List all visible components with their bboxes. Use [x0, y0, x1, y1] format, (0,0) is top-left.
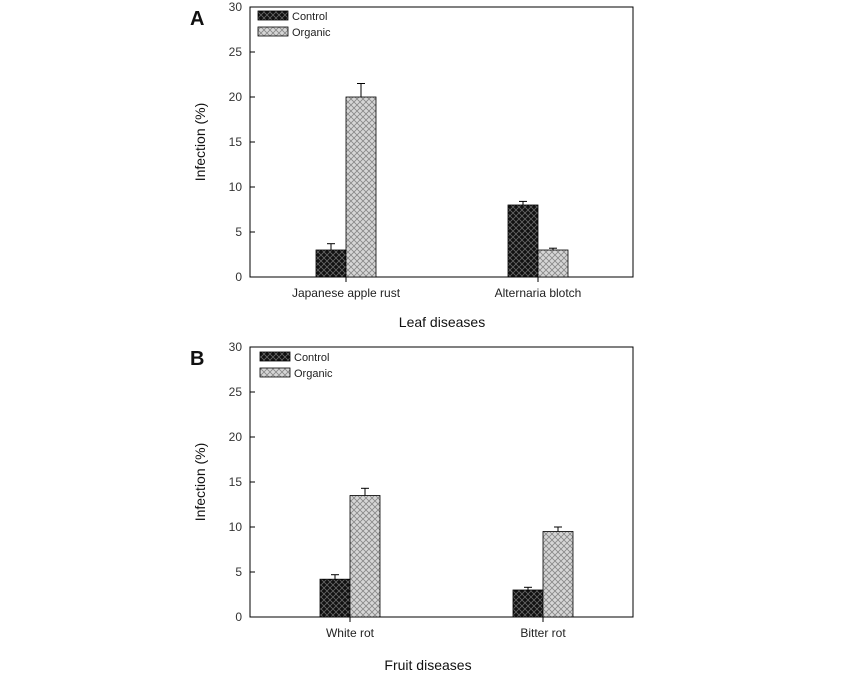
panel-label: B [190, 348, 204, 370]
y-tick-label: 0 [235, 610, 242, 624]
x-tick-label: White rot [326, 626, 375, 640]
legend-label-organic: Organic [294, 368, 333, 380]
x-tick-label: Alternaria blotch [495, 286, 582, 300]
y-tick-label: 10 [229, 180, 243, 194]
bar-organic [349, 495, 381, 618]
panel-a: A 0 5 10 15 20 25 30 Japanese apple rust Altern… [190, 0, 634, 330]
legend-label-control: Control [292, 11, 327, 23]
bar-organic [345, 96, 377, 278]
bar-control [315, 249, 347, 278]
y-tick-label: 15 [229, 475, 243, 489]
y-tick-label: 5 [235, 565, 242, 579]
x-tick-label: Bitter rot [520, 626, 566, 640]
plot-frame [249, 6, 634, 278]
y-tick-label: 25 [229, 45, 243, 59]
x-axis-title: Leaf diseases [399, 314, 485, 330]
panel-label: A [190, 8, 204, 30]
y-tick-label: 20 [229, 430, 243, 444]
x-axis: Japanese apple rust Alternaria blotch [292, 277, 581, 300]
y-tick-label: 30 [229, 340, 243, 354]
bar-group [319, 487, 574, 618]
y-tick-label: 5 [235, 225, 242, 239]
y-tick-label: 0 [235, 270, 242, 284]
y-axis-title: Infection (%) [192, 103, 208, 182]
y-tick-label: 20 [229, 90, 243, 104]
bar-control [507, 204, 539, 278]
y-tick-label: 30 [229, 0, 243, 14]
x-axis: White rot Bitter rot [326, 617, 566, 640]
legend-swatch-organic [259, 367, 291, 378]
bar-group [315, 83, 569, 278]
panel-b: B 0 5 10 15 20 25 30 White rot Bitter rot Contr… [190, 340, 634, 673]
y-tick-label: 10 [229, 520, 243, 534]
y-axis: 0 5 10 15 20 25 30 [229, 0, 255, 284]
y-tick-label: 25 [229, 385, 243, 399]
legend-swatch-organic [257, 26, 289, 37]
bar-control [319, 578, 351, 618]
x-axis-title: Fruit diseases [384, 657, 471, 673]
bar-organic [542, 531, 574, 618]
legend-swatch-control [257, 10, 289, 21]
y-axis-title: Infection (%) [192, 443, 208, 522]
y-tick-label: 15 [229, 135, 243, 149]
legend-label-control: Control [294, 352, 329, 364]
legend-swatch-control [259, 351, 291, 362]
bar-control [512, 589, 544, 618]
plot-frame [249, 346, 634, 618]
legend-label-organic: Organic [292, 27, 331, 39]
legend: Control Organic [259, 351, 333, 380]
bar-organic [537, 249, 569, 278]
legend: Control Organic [257, 10, 331, 39]
y-axis: 0 5 10 15 20 25 30 [229, 340, 255, 624]
x-tick-label: Japanese apple rust [292, 286, 401, 300]
